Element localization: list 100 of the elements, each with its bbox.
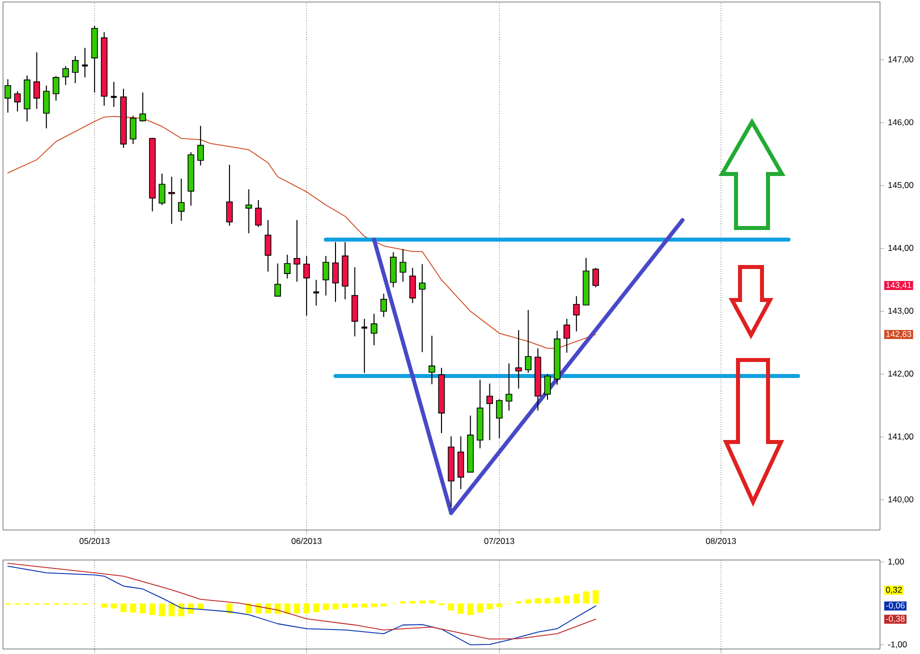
candlestick (178, 178, 185, 222)
bar (294, 603, 300, 614)
bar (140, 603, 146, 614)
bar (371, 603, 378, 608)
candlestick (515, 330, 522, 390)
bar (159, 603, 166, 616)
bar (564, 596, 570, 604)
bar (554, 597, 560, 604)
candlestick (43, 85, 50, 129)
candlestick (245, 188, 252, 234)
bar (246, 603, 252, 614)
candlestick (564, 318, 570, 354)
candlestick (226, 164, 233, 226)
bar (419, 600, 426, 604)
bar (583, 591, 590, 604)
candlestick (380, 293, 387, 318)
candlestick (573, 296, 580, 332)
candlestick (496, 398, 503, 439)
candlestick (322, 255, 330, 296)
bar (120, 603, 126, 612)
candlestick (139, 92, 146, 122)
y-tick-label: 146,00 (888, 119, 914, 126)
candlestick (33, 52, 40, 110)
candlestick (400, 248, 406, 282)
bar (322, 603, 329, 610)
y-tick-label: 142,00 (888, 370, 914, 378)
candlestick (332, 242, 339, 302)
y-tick-label: 140,00 (888, 496, 914, 504)
candlestick (312, 279, 320, 306)
y-tick-label: 1,00 (888, 558, 904, 566)
bar (352, 603, 358, 608)
candlestick (303, 255, 310, 316)
text: 0,32 (886, 586, 902, 594)
candlestick (72, 56, 79, 84)
bar (304, 603, 310, 614)
candlestick (544, 374, 551, 400)
bar (573, 594, 580, 604)
bar (486, 603, 493, 610)
y-tick-label: 144,00 (888, 244, 914, 252)
bar (467, 603, 474, 616)
bar (525, 599, 532, 604)
candlestick (592, 267, 599, 288)
candlestick (524, 310, 532, 374)
bar (592, 590, 599, 604)
candlestick (81, 47, 89, 78)
bar (110, 603, 117, 608)
bar (101, 603, 108, 608)
candlestick (294, 220, 300, 282)
bar (428, 600, 435, 604)
candlestick (284, 254, 291, 280)
bar (188, 603, 194, 614)
candlestick (52, 76, 60, 102)
candlestick (360, 318, 368, 374)
candlestick (264, 220, 272, 272)
candlestick (486, 383, 493, 441)
y-tick-label: 143,00 (888, 308, 914, 315)
candlestick (158, 173, 166, 206)
candlestick (168, 176, 175, 224)
bar (168, 603, 175, 616)
bar (313, 603, 320, 612)
bar (178, 603, 184, 616)
bar (361, 603, 368, 608)
bar (130, 603, 136, 613)
x-tick-label: 07/2013 (484, 538, 514, 544)
candlestick (506, 362, 512, 412)
candlestick (255, 200, 262, 228)
text: -0,38 (886, 616, 905, 623)
y-tick-label: 141,00 (888, 433, 914, 440)
candlestick (274, 262, 281, 297)
bar (477, 603, 484, 613)
bar (342, 603, 348, 608)
text: -0,06 (886, 602, 905, 610)
bar (380, 603, 387, 606)
candlestick (62, 66, 69, 86)
bar (496, 603, 502, 608)
bar (265, 603, 272, 614)
candlestick (197, 125, 204, 166)
bar (284, 603, 290, 614)
bar (226, 603, 232, 614)
bar (534, 598, 541, 604)
y-tick-label: -1,00 (888, 641, 907, 648)
candlestick (370, 313, 378, 346)
bar (448, 603, 454, 611)
y-tick-label: 147,00 (888, 56, 914, 64)
candlestick (14, 90, 21, 112)
x-tick-label: 06/2013 (292, 538, 322, 544)
x-tick-label: 05/2013 (80, 538, 110, 544)
bar (274, 603, 281, 614)
bar (149, 603, 156, 616)
candlestick (110, 81, 118, 108)
bar (255, 603, 262, 614)
candlestick (428, 335, 436, 385)
bar (332, 603, 338, 610)
text: 142,63 (886, 331, 912, 338)
y-tick-label: 145,00 (888, 182, 914, 190)
bar (544, 598, 551, 604)
candlestick (409, 267, 416, 304)
candlestick (418, 264, 426, 353)
bar (410, 600, 416, 604)
bar (458, 603, 464, 614)
